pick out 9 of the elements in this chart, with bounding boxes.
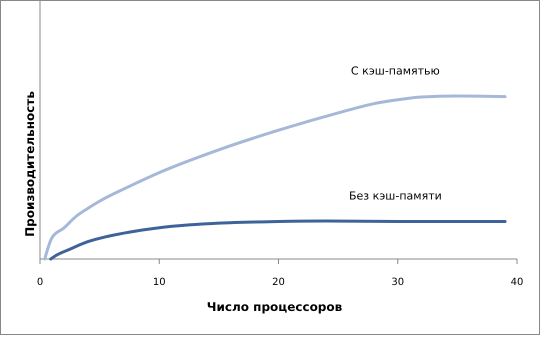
x-axis-title: Число процессоров: [206, 300, 343, 314]
series-label: С кэш-памятью: [350, 64, 440, 78]
x-tick-label: 0: [36, 277, 44, 288]
x-tick-label: 30: [391, 277, 404, 288]
y-axis-title: Производительность: [23, 90, 37, 237]
x-tick-label: 40: [510, 277, 524, 288]
x-tick-label: 20: [272, 277, 285, 288]
series-label: Без кэш-памяти: [348, 190, 442, 203]
x-tick-label: 10: [152, 277, 166, 288]
